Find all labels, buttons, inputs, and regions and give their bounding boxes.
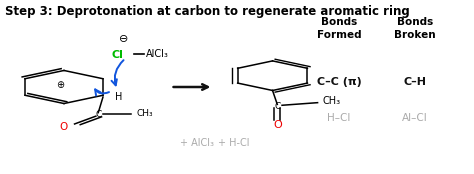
Text: AlCl₃: AlCl₃ (146, 49, 168, 59)
Text: Step 3: Deprotonation at carbon to regenerate aromatic ring: Step 3: Deprotonation at carbon to regen… (5, 5, 410, 18)
Text: Al–Cl: Al–Cl (402, 113, 428, 123)
Text: Cl: Cl (111, 50, 123, 60)
Text: ⊕: ⊕ (56, 80, 64, 90)
Text: + H-Cl: + H-Cl (218, 138, 249, 148)
Text: H: H (115, 92, 122, 102)
Text: O: O (60, 122, 68, 132)
Text: H–Cl: H–Cl (327, 113, 351, 123)
Text: C–C (π): C–C (π) (317, 77, 361, 87)
Text: CH₃: CH₃ (322, 96, 340, 106)
Text: O: O (273, 120, 282, 130)
Text: + AlCl₃: + AlCl₃ (180, 138, 214, 148)
Text: ⊖: ⊖ (118, 34, 128, 44)
Text: Bonds
Broken: Bonds Broken (394, 17, 436, 40)
Text: C: C (274, 102, 281, 111)
Text: Bonds
Formed: Bonds Formed (317, 17, 361, 40)
Text: C–H: C–H (403, 77, 426, 87)
Text: C: C (95, 110, 101, 119)
Text: CH₃: CH₃ (136, 109, 153, 118)
